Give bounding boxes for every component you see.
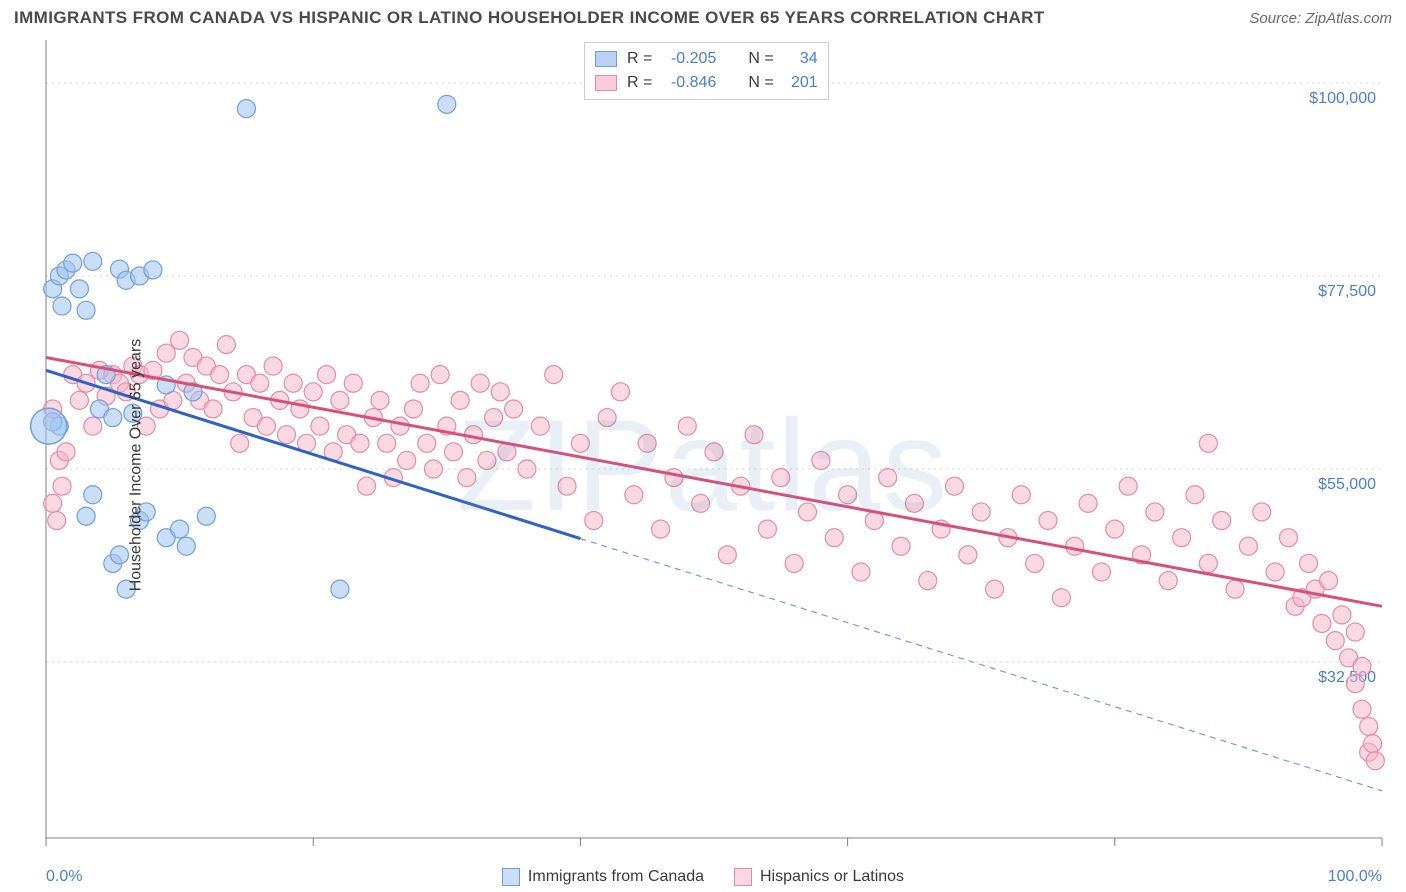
legend-item-canada: Immigrants from Canada [502,868,704,886]
scatter-chart-svg: $32,500$55,000$77,500$100,000 [0,38,1406,892]
legend-swatch-hispanic [734,868,752,886]
svg-text:$100,000: $100,000 [1309,90,1376,107]
title-bar: IMMIGRANTS FROM CANADA VS HISPANIC OR LA… [0,0,1406,32]
svg-text:$77,500: $77,500 [1318,283,1376,300]
correlation-legend-box: R =-0.205N =34R =-0.846N =201 [584,42,829,100]
chart-title: IMMIGRANTS FROM CANADA VS HISPANIC OR LA… [14,8,1045,28]
legend-label-hispanic: Hispanics or Latinos [760,868,904,886]
source-link[interactable]: ZipAtlas.com [1305,10,1392,27]
legend-label-canada: Immigrants from Canada [528,868,704,886]
legend-item-hispanic: Hispanics or Latinos [734,868,904,886]
chart-area: Householder Income Over 65 years $32,500… [0,38,1406,892]
source-label: Source: [1249,10,1301,27]
y-axis-label: Householder Income Over 65 years [127,339,145,592]
source-attribution: Source: ZipAtlas.com [1249,10,1392,27]
svg-text:$55,000: $55,000 [1318,476,1376,493]
legend-swatch-canada [502,868,520,886]
bottom-legend: Immigrants from Canada Hispanics or Lati… [0,868,1406,886]
